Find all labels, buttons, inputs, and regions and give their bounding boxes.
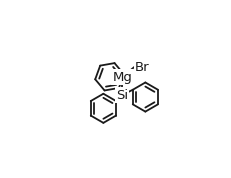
Text: Br: Br [134, 61, 149, 74]
Text: Si: Si [116, 88, 128, 101]
Text: Mg: Mg [112, 70, 132, 83]
